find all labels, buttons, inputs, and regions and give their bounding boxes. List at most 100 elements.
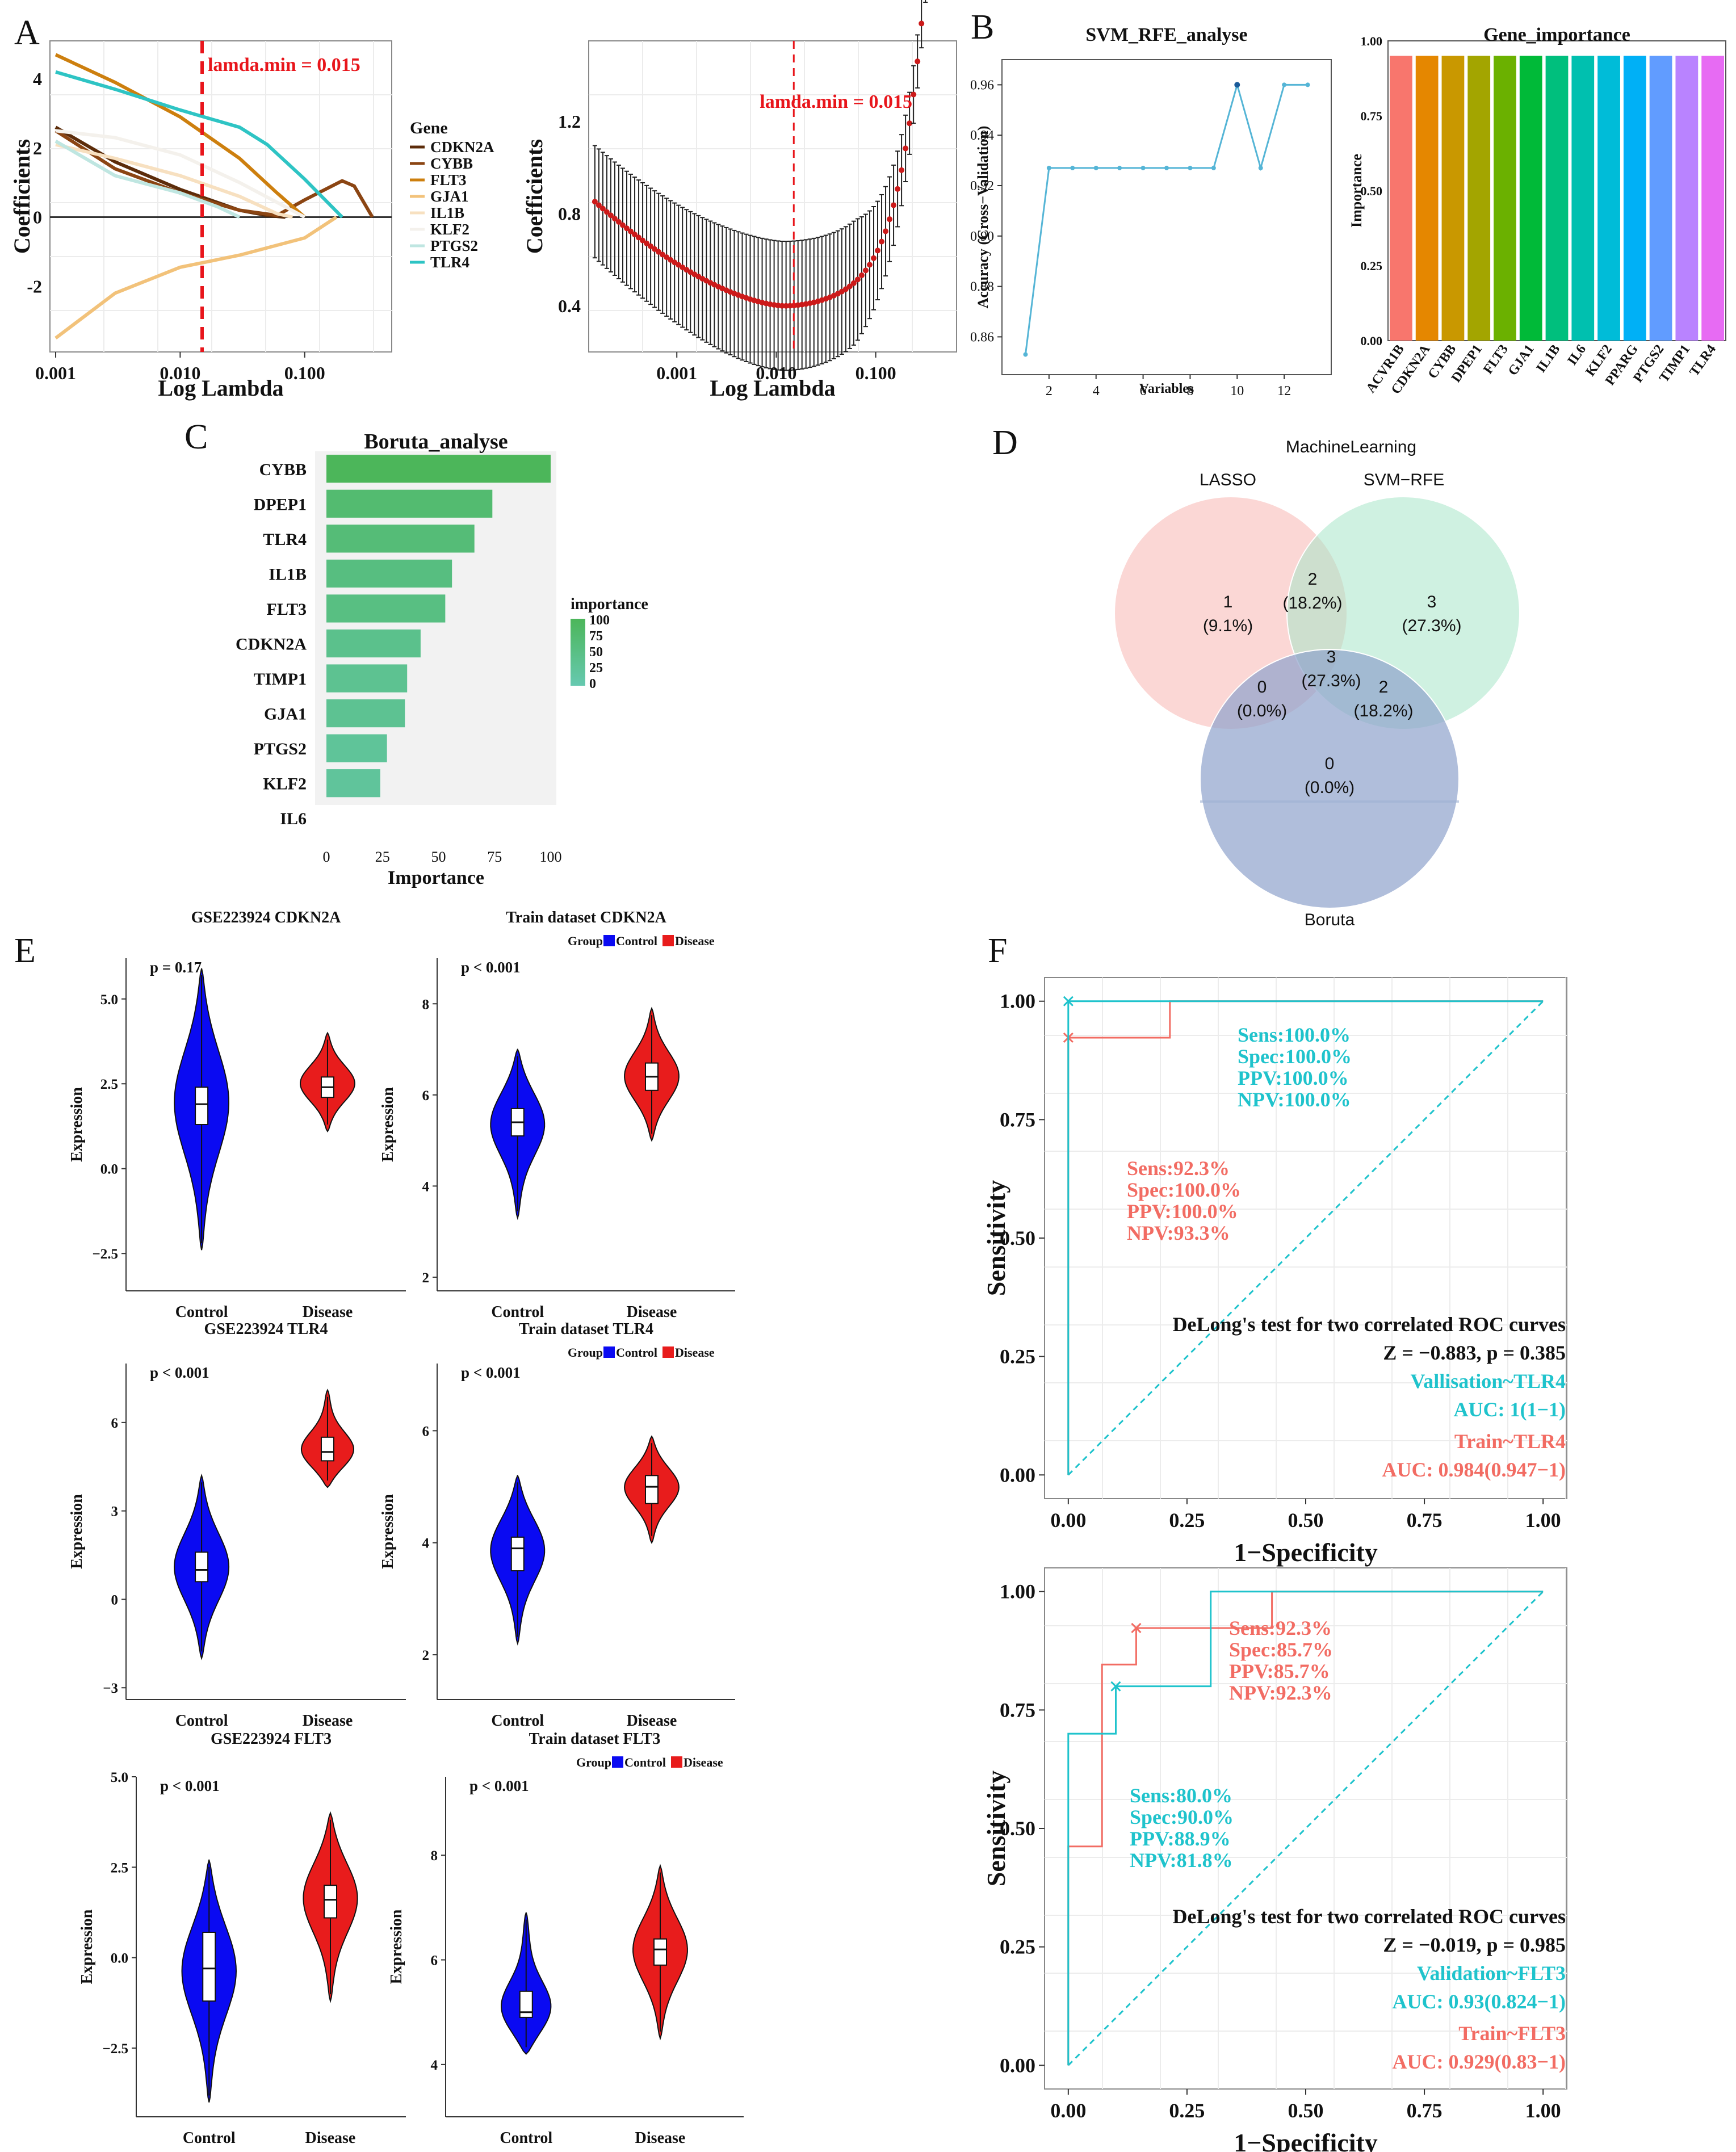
y-tick-label: −3 xyxy=(103,1681,118,1696)
importance-bar-flt3 xyxy=(1494,56,1516,341)
y-tick-label: 0.96 xyxy=(970,78,994,93)
y-tick-label: 4 xyxy=(33,69,42,89)
cv-mean-point xyxy=(854,276,861,283)
y-tick-label: 8 xyxy=(431,1848,438,1864)
boruta-bar-timp1 xyxy=(326,664,408,693)
x-tick-label: 1.00 xyxy=(1525,2099,1561,2122)
accuracy-point xyxy=(1188,165,1193,170)
cv-mean-point xyxy=(636,234,642,241)
cv-mean-point xyxy=(644,240,650,246)
y-tick-label: 0.75 xyxy=(1000,1698,1035,1721)
x-tick-label: 0.50 xyxy=(1288,2099,1324,2122)
cv-mean-point xyxy=(907,120,913,127)
legend-label: KLF2 xyxy=(430,221,469,238)
venn-region-percent: (9.1%) xyxy=(1203,616,1253,635)
legend-label: CDKN2A xyxy=(430,139,494,156)
legend-label: Disease xyxy=(675,934,715,948)
accuracy-point xyxy=(1093,165,1098,170)
panel-letters: A B C D E F xyxy=(14,8,1018,970)
y-tick-label: 1.00 xyxy=(1000,1580,1035,1603)
p-value-label: p < 0.001 xyxy=(160,1777,220,1794)
x-tick-label: Disease xyxy=(303,1712,353,1730)
violin-plots: Control Disease −2.5 0.0 2.5 5.0 GSE223924 CDK… xyxy=(68,909,744,2147)
metric-line: NPV:100.0% xyxy=(1238,1088,1351,1111)
lasso-coefficient-chart: lamda.min = 0.015 0.001 0.010 0.100 -2 0 2 4 Log… xyxy=(9,40,494,401)
importance-bar-il1b xyxy=(1545,56,1569,341)
boruta-bar-gja1 xyxy=(326,699,405,728)
x-axis-label: Log Lambda xyxy=(158,375,283,401)
venn-band xyxy=(1200,800,1459,803)
metric-line: PPV:100.0% xyxy=(1127,1200,1238,1223)
lambda-min-label: lamda.min = 0.015 xyxy=(208,54,360,75)
legend-title: Group xyxy=(576,1755,611,1769)
legend-swatch-disease xyxy=(662,935,674,946)
cv-mean-point xyxy=(891,202,897,208)
x-tick-label: 2 xyxy=(1046,384,1052,398)
coef-path-gja1 xyxy=(54,215,338,339)
cv-mean-point xyxy=(879,238,885,245)
x-tick-label: Control xyxy=(491,1303,544,1321)
x-tick-label: 0 xyxy=(323,849,330,865)
cv-mean-point xyxy=(652,246,658,252)
cv-mean-point xyxy=(783,303,789,309)
importance-bar-ptgs2 xyxy=(1649,56,1672,341)
lasso-cv-chart: lamda.min = 0.015 0.001 0.010 0.100 0.4 0.8 1.… xyxy=(522,0,957,401)
box-iqr xyxy=(195,1087,209,1125)
y-tick-label: 0.8 xyxy=(558,203,581,224)
panel-letter-d: D xyxy=(992,423,1018,462)
y-tick-label: −2.5 xyxy=(103,2041,129,2057)
y-axis-label: Expression xyxy=(388,1909,405,1984)
importance-bar-dpep1 xyxy=(1467,56,1491,341)
venn-set-label: LASSO xyxy=(1200,471,1256,489)
venn-region-count: 2 xyxy=(1379,678,1389,697)
best-point xyxy=(1234,82,1240,88)
cv-mean-point xyxy=(648,243,654,249)
x-tick-label: Disease xyxy=(627,1712,677,1730)
y-tick-label: 6 xyxy=(431,1953,438,1969)
cv-mean-point xyxy=(875,247,881,254)
x-tick-label: 0.00 xyxy=(1050,1509,1086,1532)
y-tick-label: CYBB xyxy=(259,460,307,479)
importance-bar-tlr4 xyxy=(1701,56,1724,341)
accuracy-point xyxy=(1046,165,1051,170)
metric-line: NPV:81.8% xyxy=(1130,1849,1233,1872)
accuracy-point xyxy=(1164,165,1169,170)
y-tick-label: 0.00 xyxy=(1000,1463,1035,1486)
y-tick-label: 6 xyxy=(422,1088,430,1104)
importance-bar-gja1 xyxy=(1519,56,1542,341)
panel-letter-e: E xyxy=(14,932,36,970)
metric-line: Sens:92.3% xyxy=(1127,1157,1230,1180)
x-tick-label: Control xyxy=(183,2129,236,2147)
x-tick-label: Control xyxy=(491,1712,544,1730)
accuracy-point xyxy=(1211,165,1216,170)
chart-title: GSE223924 CDKN2A xyxy=(191,909,341,926)
x-tick-label: 0.25 xyxy=(1169,1509,1205,1532)
x-tick-label: 50 xyxy=(431,849,446,865)
metric-line: Sens:80.0% xyxy=(1130,1784,1232,1807)
x-tick-label: 0.25 xyxy=(1169,2099,1205,2122)
delong-stat: Z = −0.019, p = 0.985 xyxy=(1383,1933,1566,1956)
auc-value: AUC: 0.93(0.824−1) xyxy=(1393,1990,1566,2013)
legend-label: FLT3 xyxy=(430,171,467,188)
x-axis-label: 1−Specificity xyxy=(1234,2128,1378,2152)
venn-region-percent: (27.3%) xyxy=(1301,672,1361,690)
cv-mean-point xyxy=(842,286,849,292)
y-tick-label: 0.25 xyxy=(1361,259,1383,273)
y-tick-label: 0.25 xyxy=(1000,1345,1035,1368)
y-axis-label: Expression xyxy=(68,1494,86,1569)
y-tick-label: 1.2 xyxy=(558,111,581,132)
y-tick-label: FLT3 xyxy=(266,600,307,619)
x-tick-label: 0.00 xyxy=(1050,2099,1086,2122)
cv-mean-point xyxy=(624,225,630,232)
venn-region-percent: (27.3%) xyxy=(1402,616,1461,635)
cv-mean-point xyxy=(846,283,853,290)
violin-panel: Control Disease 2 4 6 8 Train dataset CDKN2A p … xyxy=(379,909,735,1321)
x-axis-label: Log Lambda xyxy=(710,375,835,401)
cv-mean-point xyxy=(632,232,638,238)
legend-swatch-control xyxy=(603,935,615,946)
chart-title: Train dataset CDKN2A xyxy=(506,909,666,926)
importance-bar-il6 xyxy=(1571,56,1595,341)
y-tick-label: CDKN2A xyxy=(236,635,307,654)
auc-series-name: Train~TLR4 xyxy=(1454,1430,1566,1453)
panel-letter-f: F xyxy=(988,932,1007,970)
